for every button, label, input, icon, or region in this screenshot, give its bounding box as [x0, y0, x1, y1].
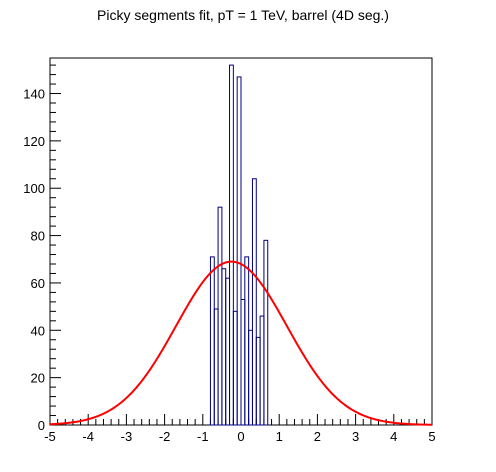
histogram-bin — [251, 178, 257, 426]
chart-title: Picky segments fit, pT = 1 TeV, barrel (… — [97, 7, 389, 23]
x-tick-label: -2 — [159, 429, 171, 444]
x-tick-label: 2 — [314, 429, 321, 444]
histogram-bin — [209, 256, 215, 426]
gaussian-fit-curve — [49, 260, 433, 426]
histogram-bin — [240, 299, 246, 426]
histogram-bin — [232, 310, 238, 426]
y-tick-label: 60 — [31, 276, 45, 291]
y-tick-label: 100 — [23, 181, 45, 196]
histogram-bin — [217, 206, 223, 426]
histogram-bin — [225, 277, 231, 426]
x-tick-label: 3 — [352, 429, 359, 444]
y-tick-label: 40 — [31, 323, 45, 338]
x-tick-label: 5 — [428, 429, 435, 444]
histogram-bin — [236, 76, 242, 426]
x-tick-label: -1 — [197, 429, 209, 444]
histogram-bin — [259, 315, 265, 426]
x-tick-label: 0 — [237, 429, 244, 444]
y-tick-label: 0 — [38, 418, 45, 433]
histogram-bin — [263, 239, 269, 426]
x-tick-label: 4 — [390, 429, 397, 444]
y-tick-label: 140 — [23, 87, 45, 102]
x-tick-label: -5 — [44, 429, 56, 444]
plot-area: -5 -4 -3 -2 -1 0 1 2 3 4 5 0 20 40 60 80 100 120 140 — [23, 57, 436, 444]
y-tick-label: 20 — [31, 371, 45, 386]
histogram-bin — [213, 308, 219, 426]
histogram-bin — [221, 268, 227, 426]
x-tick-label: -4 — [82, 429, 94, 444]
y-tick-label: 120 — [23, 134, 45, 149]
histogram-bin — [244, 256, 250, 426]
histogram-bin — [248, 329, 253, 426]
x-tick-label: -3 — [121, 429, 133, 444]
histogram-bin — [229, 64, 234, 426]
x-tick-label: 1 — [276, 429, 283, 444]
histogram-bin — [255, 336, 261, 426]
y-tick-label: 80 — [31, 229, 45, 244]
